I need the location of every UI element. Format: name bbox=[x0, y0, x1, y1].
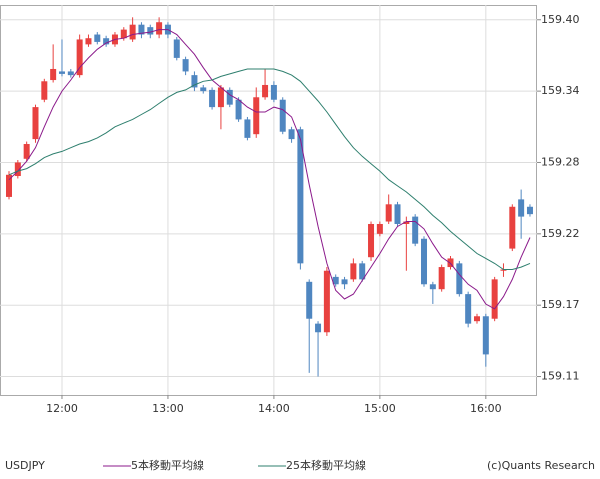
candle-body bbox=[85, 38, 92, 45]
candle-body bbox=[58, 71, 65, 74]
candle-body bbox=[262, 84, 269, 98]
candle-body bbox=[244, 119, 251, 138]
candle-body bbox=[200, 87, 207, 92]
x-tick-label: 15:00 bbox=[364, 402, 396, 415]
candle-body bbox=[226, 89, 233, 105]
candle-body bbox=[147, 27, 154, 35]
candle-body bbox=[341, 279, 348, 285]
candle-body bbox=[217, 87, 224, 108]
x-tick-label: 12:00 bbox=[46, 402, 78, 415]
y-tick-label: 159.28 bbox=[541, 155, 580, 168]
candle-body bbox=[270, 84, 277, 100]
candle-body bbox=[50, 68, 57, 81]
candle-body bbox=[76, 39, 83, 76]
moving-average bbox=[8, 68, 531, 270]
x-tick-label: 13:00 bbox=[152, 402, 184, 415]
credit: (c)Quants Research bbox=[487, 459, 595, 472]
candle-body bbox=[359, 263, 366, 280]
candle-body bbox=[368, 223, 375, 258]
legend-label: 25本移動平均線 bbox=[286, 458, 366, 472]
candle-body bbox=[385, 204, 392, 222]
candle-body bbox=[482, 316, 489, 355]
candle-body bbox=[412, 216, 419, 244]
candle-body bbox=[473, 316, 480, 322]
candle-body bbox=[509, 206, 516, 249]
symbol-label: USDJPY bbox=[5, 459, 45, 472]
candle-body bbox=[491, 279, 498, 319]
candle-body bbox=[376, 223, 383, 234]
candle-body bbox=[32, 107, 39, 140]
candle-body bbox=[67, 71, 74, 76]
candle-body bbox=[156, 22, 163, 35]
x-tick-label: 16:00 bbox=[470, 402, 502, 415]
candle-body bbox=[447, 258, 454, 268]
y-tick-label: 159.40 bbox=[541, 13, 580, 26]
candle-body bbox=[120, 29, 127, 39]
y-tick-label: 159.22 bbox=[541, 227, 580, 240]
candle-body bbox=[323, 270, 330, 333]
y-tick-label: 159.34 bbox=[541, 84, 580, 97]
candle-body bbox=[129, 24, 136, 40]
candle-body bbox=[403, 221, 410, 224]
candle-body bbox=[394, 204, 401, 224]
candle-body bbox=[191, 75, 198, 88]
candle-body bbox=[297, 129, 304, 264]
candle-body bbox=[429, 284, 436, 290]
candle-body bbox=[6, 174, 12, 197]
candle-body bbox=[41, 81, 48, 100]
candle-body bbox=[14, 162, 21, 177]
candle-body bbox=[421, 238, 428, 285]
candle-body bbox=[438, 267, 445, 290]
legend-label: 5本移動平均線 bbox=[131, 458, 204, 472]
candle-body bbox=[456, 263, 463, 295]
y-tick-label: 159.17 bbox=[541, 298, 580, 311]
candle-body bbox=[518, 199, 525, 217]
candle-body bbox=[138, 24, 145, 35]
candle-body bbox=[235, 99, 242, 120]
candle-body bbox=[23, 144, 30, 159]
candle-body bbox=[350, 263, 357, 280]
candle-body bbox=[103, 38, 110, 45]
candle-body bbox=[253, 97, 260, 135]
candle-body bbox=[288, 129, 295, 140]
candle-body bbox=[306, 281, 313, 319]
candle-body bbox=[332, 276, 339, 285]
moving-average bbox=[8, 29, 531, 310]
candle-body bbox=[209, 89, 216, 108]
candle-body bbox=[173, 39, 180, 58]
candle-body bbox=[526, 206, 533, 215]
candle-body bbox=[465, 294, 472, 324]
plot-area bbox=[0, 5, 537, 396]
x-tick-label: 14:00 bbox=[258, 402, 290, 415]
candle-body bbox=[279, 99, 286, 132]
y-tick-label: 159.11 bbox=[541, 370, 580, 383]
candle-body bbox=[94, 34, 101, 42]
candle-body bbox=[315, 323, 322, 333]
candle-body bbox=[500, 269, 507, 271]
candle-body bbox=[182, 59, 189, 72]
